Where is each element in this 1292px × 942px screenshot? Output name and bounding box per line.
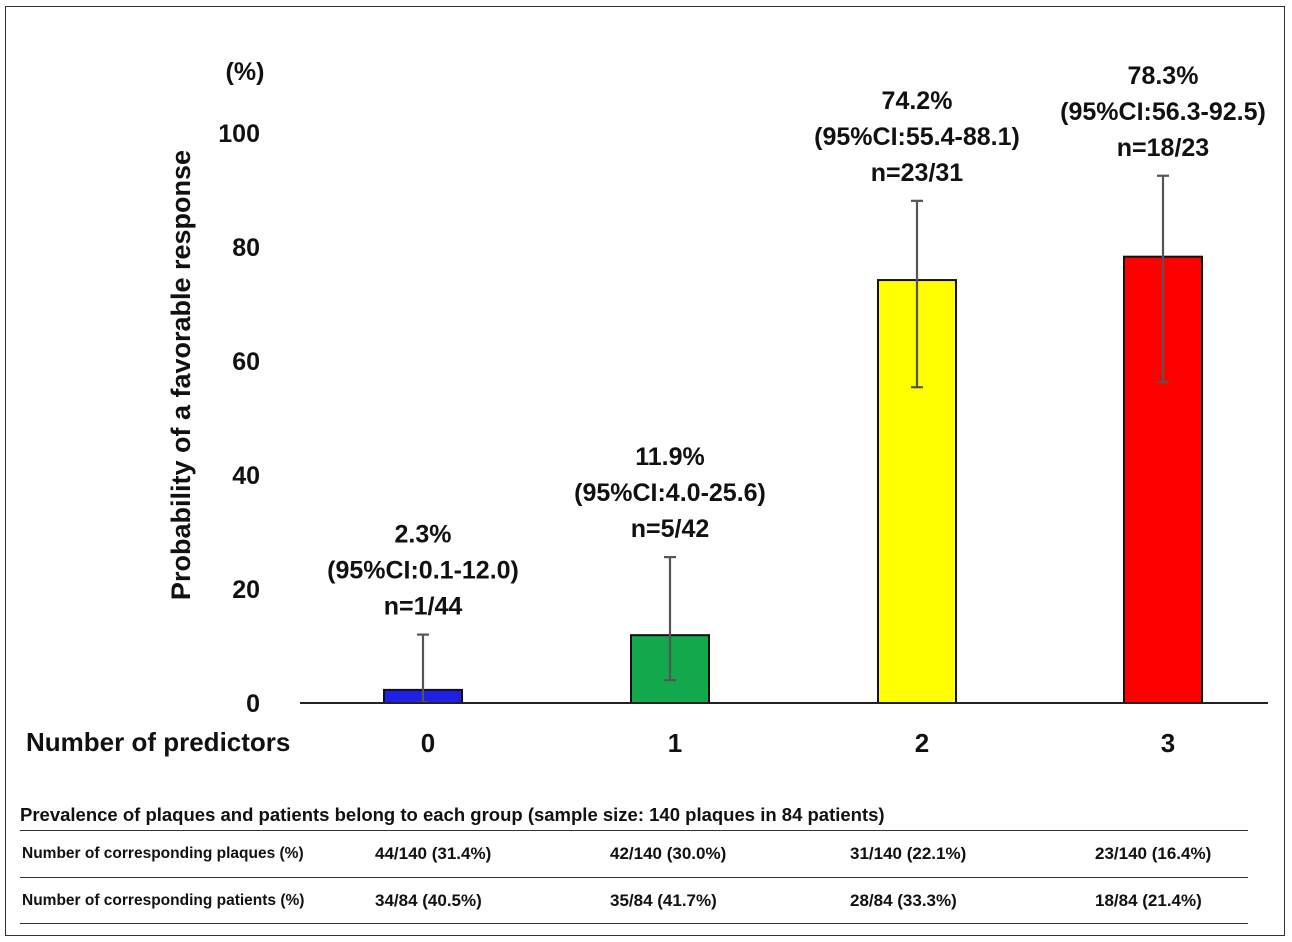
y-tick-label: 100: [218, 120, 260, 148]
data-label: 78.3%: [1128, 62, 1199, 90]
table-cell: 31/140 (22.1%): [850, 844, 967, 863]
data-label: n=18/23: [1117, 134, 1209, 162]
data-label: 11.9%: [635, 443, 705, 471]
data-label: (95%CI:56.3-92.5): [1060, 98, 1266, 126]
data-label: (95%CI:0.1-12.0): [327, 557, 519, 585]
table-row-plaques: Number of corresponding plaques (%) 44/1…: [20, 830, 1248, 877]
table-title: Prevalence of plaques and patients belon…: [20, 804, 885, 825]
table-cell: 28/84 (33.3%): [850, 891, 957, 910]
x-tick-label: 2: [915, 728, 929, 758]
table-cell: 34/84 (40.5%): [375, 891, 482, 910]
data-label: n=23/31: [871, 159, 964, 187]
table-cell: 42/140 (30.0%): [610, 844, 727, 863]
x-tick-label: 1: [668, 728, 682, 758]
y-tick-label: 40: [232, 462, 260, 490]
data-label: 2.3%: [395, 521, 452, 549]
x-tick-label: 0: [421, 728, 435, 758]
table-cell: 44/140 (31.4%): [375, 844, 492, 863]
table-row-patients: Number of corresponding patients (%) 34/…: [20, 877, 1248, 924]
data-label: n=5/42: [631, 515, 710, 543]
table-cell: 35/84 (41.7%): [610, 891, 717, 910]
data-label: (95%CI:55.4-88.1): [814, 123, 1020, 151]
row-label: Number of corresponding patients (%): [22, 892, 305, 909]
prevalence-table: Prevalence of plaques and patients belon…: [20, 800, 1248, 924]
y-tick-label: 20: [232, 576, 260, 604]
y-tick-label: 80: [232, 234, 260, 262]
bar-chart: (%) Probability of a favorable response …: [26, 58, 1268, 758]
table-cell: 23/140 (16.4%): [1095, 844, 1212, 863]
figure-frame: [5, 6, 1285, 936]
table-cell: 18/84 (21.4%): [1095, 891, 1202, 910]
y-tick-label: 0: [246, 690, 260, 718]
x-axis-title: Number of predictors: [26, 727, 290, 757]
data-label: (95%CI:4.0-25.6): [574, 479, 766, 507]
x-tick-label: 3: [1161, 728, 1175, 758]
y-axis-unit: (%): [226, 58, 265, 86]
y-axis-title: Probability of a favorable response: [166, 150, 196, 600]
data-label: n=1/44: [384, 593, 463, 621]
row-label: Number of corresponding plaques (%): [22, 845, 304, 862]
data-label: 74.2%: [882, 87, 953, 115]
y-tick-label: 60: [232, 348, 260, 376]
